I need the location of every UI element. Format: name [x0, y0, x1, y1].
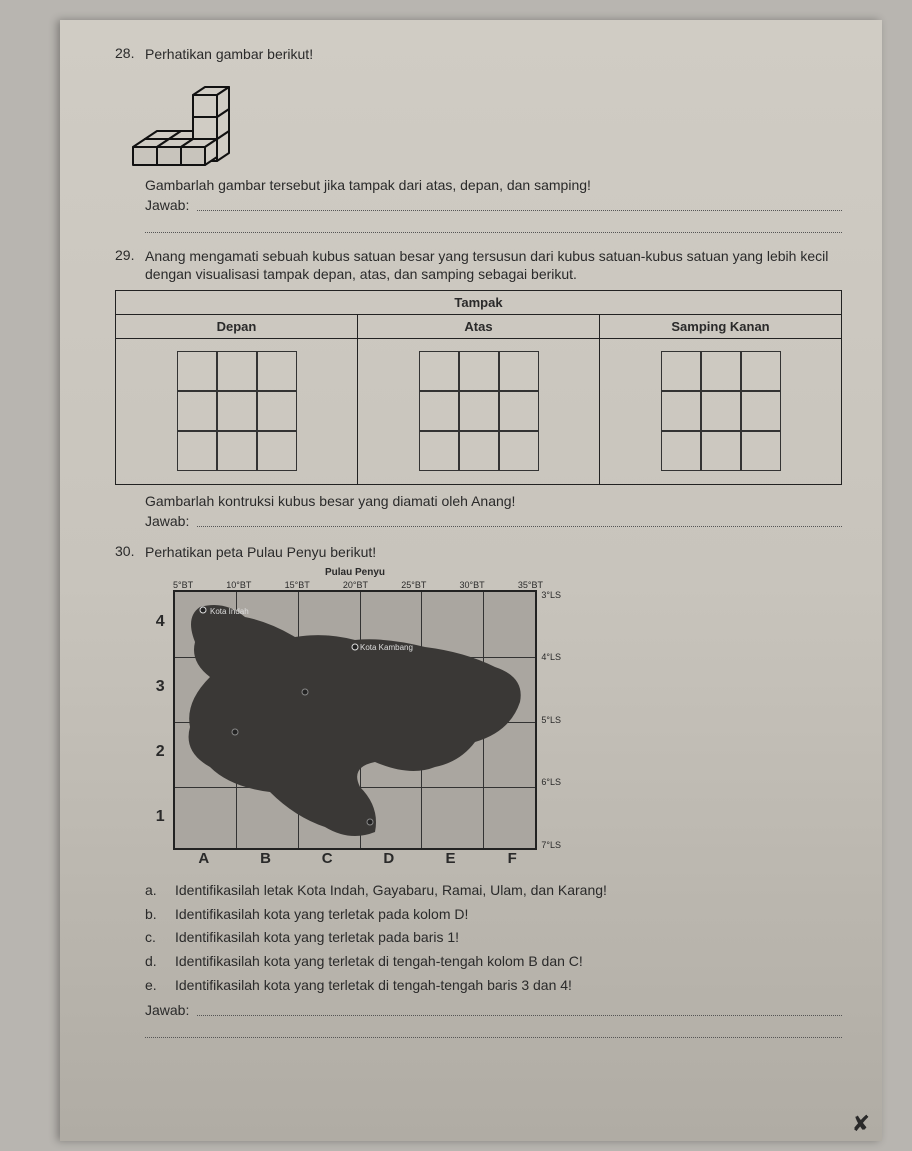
tampak-table: Tampak Depan Atas Samping Kanan	[115, 290, 842, 485]
map-bottom-axis: A B C D E F	[173, 850, 543, 867]
axis-label: D	[358, 850, 420, 867]
q29-jawab-label: Jawab:	[145, 513, 189, 529]
q30-prompt: Perhatikan peta Pulau Penyu berikut!	[145, 543, 842, 561]
sub-d-letter: d.	[145, 950, 163, 974]
grid-3x3	[419, 351, 539, 471]
depan-grid-cell	[116, 338, 358, 484]
sub-b-letter: b.	[145, 903, 163, 927]
city-label: Kota Indah	[210, 607, 249, 616]
map-right-axis: 3°LS 4°LS 5°LS 6°LS 7°LS	[541, 590, 565, 850]
axis-label: 5°BT	[173, 580, 193, 590]
axis-label: 25°BT	[401, 580, 426, 590]
q30-sub-questions: a. Identifikasilah letak Kota Indah, Gaya…	[145, 879, 842, 998]
col-atas: Atas	[358, 314, 600, 338]
axis-label: 5°LS	[541, 715, 565, 725]
city-label: Kota Kambang	[360, 643, 413, 652]
axis-label: 35°BT	[518, 580, 543, 590]
axis-label: A	[173, 850, 235, 867]
axis-label: E	[420, 850, 482, 867]
sub-e-letter: e.	[145, 974, 163, 998]
map-left-axis: 4 3 2 1	[145, 590, 165, 850]
sub-a-letter: a.	[145, 879, 163, 903]
samping-grid-cell	[600, 338, 842, 484]
col-depan: Depan	[116, 314, 358, 338]
question-29: 29. Anang mengamati sebuah kubus satuan …	[115, 247, 842, 528]
sub-b-text: Identifikasilah kota yang terletak pada …	[175, 903, 468, 927]
axis-label: 3	[145, 678, 165, 696]
island-shape: Kota Indah Kota Kambang	[175, 592, 545, 852]
q28-number: 28.	[115, 45, 139, 63]
answer-line	[197, 1002, 842, 1016]
q29-prompt: Anang mengamati sebuah kubus satuan besa…	[145, 247, 842, 283]
tampak-header: Tampak	[116, 290, 842, 314]
axis-label: 7°LS	[541, 840, 565, 850]
q29-instruction: Gambarlah kontruksi kubus besar yang dia…	[145, 493, 842, 509]
axis-label: 4	[145, 613, 165, 631]
axis-label: 10°BT	[226, 580, 251, 590]
axis-label: 4°LS	[541, 652, 565, 662]
grid-3x3	[661, 351, 781, 471]
axis-label: C	[296, 850, 358, 867]
map-grid: Kota Indah Kota Kambang	[173, 590, 538, 850]
answer-line	[197, 513, 842, 527]
map-top-axis: 5°BT 10°BT 15°BT 20°BT 25°BT 30°BT 35°BT	[173, 580, 543, 590]
q29-number: 29.	[115, 247, 139, 283]
map-diagram: Pulau Penyu 5°BT 10°BT 15°BT 20°BT 25°BT…	[145, 567, 565, 867]
answer-line	[145, 219, 842, 233]
grid-3x3	[177, 351, 297, 471]
axis-label: 30°BT	[460, 580, 485, 590]
cube-stack-diagram	[125, 71, 842, 169]
axis-label: 20°BT	[343, 580, 368, 590]
sub-e-text: Identifikasilah kota yang terletak di te…	[175, 974, 572, 998]
axis-label: 3°LS	[541, 590, 565, 600]
sub-c-letter: c.	[145, 926, 163, 950]
q28-jawab-label: Jawab:	[145, 197, 189, 213]
q28-prompt: Perhatikan gambar berikut!	[145, 45, 842, 63]
question-30: 30. Perhatikan peta Pulau Penyu berikut!…	[115, 543, 842, 1038]
axis-label: 6°LS	[541, 777, 565, 787]
col-samping: Samping Kanan	[600, 314, 842, 338]
axis-label: 1	[145, 808, 165, 826]
q30-jawab-label: Jawab:	[145, 1002, 189, 1018]
worksheet-page: 28. Perhatikan gambar berikut!	[60, 20, 882, 1141]
map-title: Pulau Penyu	[145, 567, 565, 578]
question-28: 28. Perhatikan gambar berikut!	[115, 45, 842, 233]
page-corner-mark: ✘	[852, 1111, 870, 1137]
sub-a-text: Identifikasilah letak Kota Indah, Gayaba…	[175, 879, 607, 903]
answer-line	[145, 1024, 842, 1038]
answer-line	[197, 197, 842, 211]
axis-label: 2	[145, 743, 165, 761]
axis-label: 15°BT	[285, 580, 310, 590]
axis-label: B	[235, 850, 297, 867]
q30-number: 30.	[115, 543, 139, 561]
axis-label: F	[481, 850, 543, 867]
q28-instruction: Gambarlah gambar tersebut jika tampak da…	[145, 177, 842, 193]
sub-d-text: Identifikasilah kota yang terletak di te…	[175, 950, 583, 974]
sub-c-text: Identifikasilah kota yang terletak pada …	[175, 926, 459, 950]
atas-grid-cell	[358, 338, 600, 484]
